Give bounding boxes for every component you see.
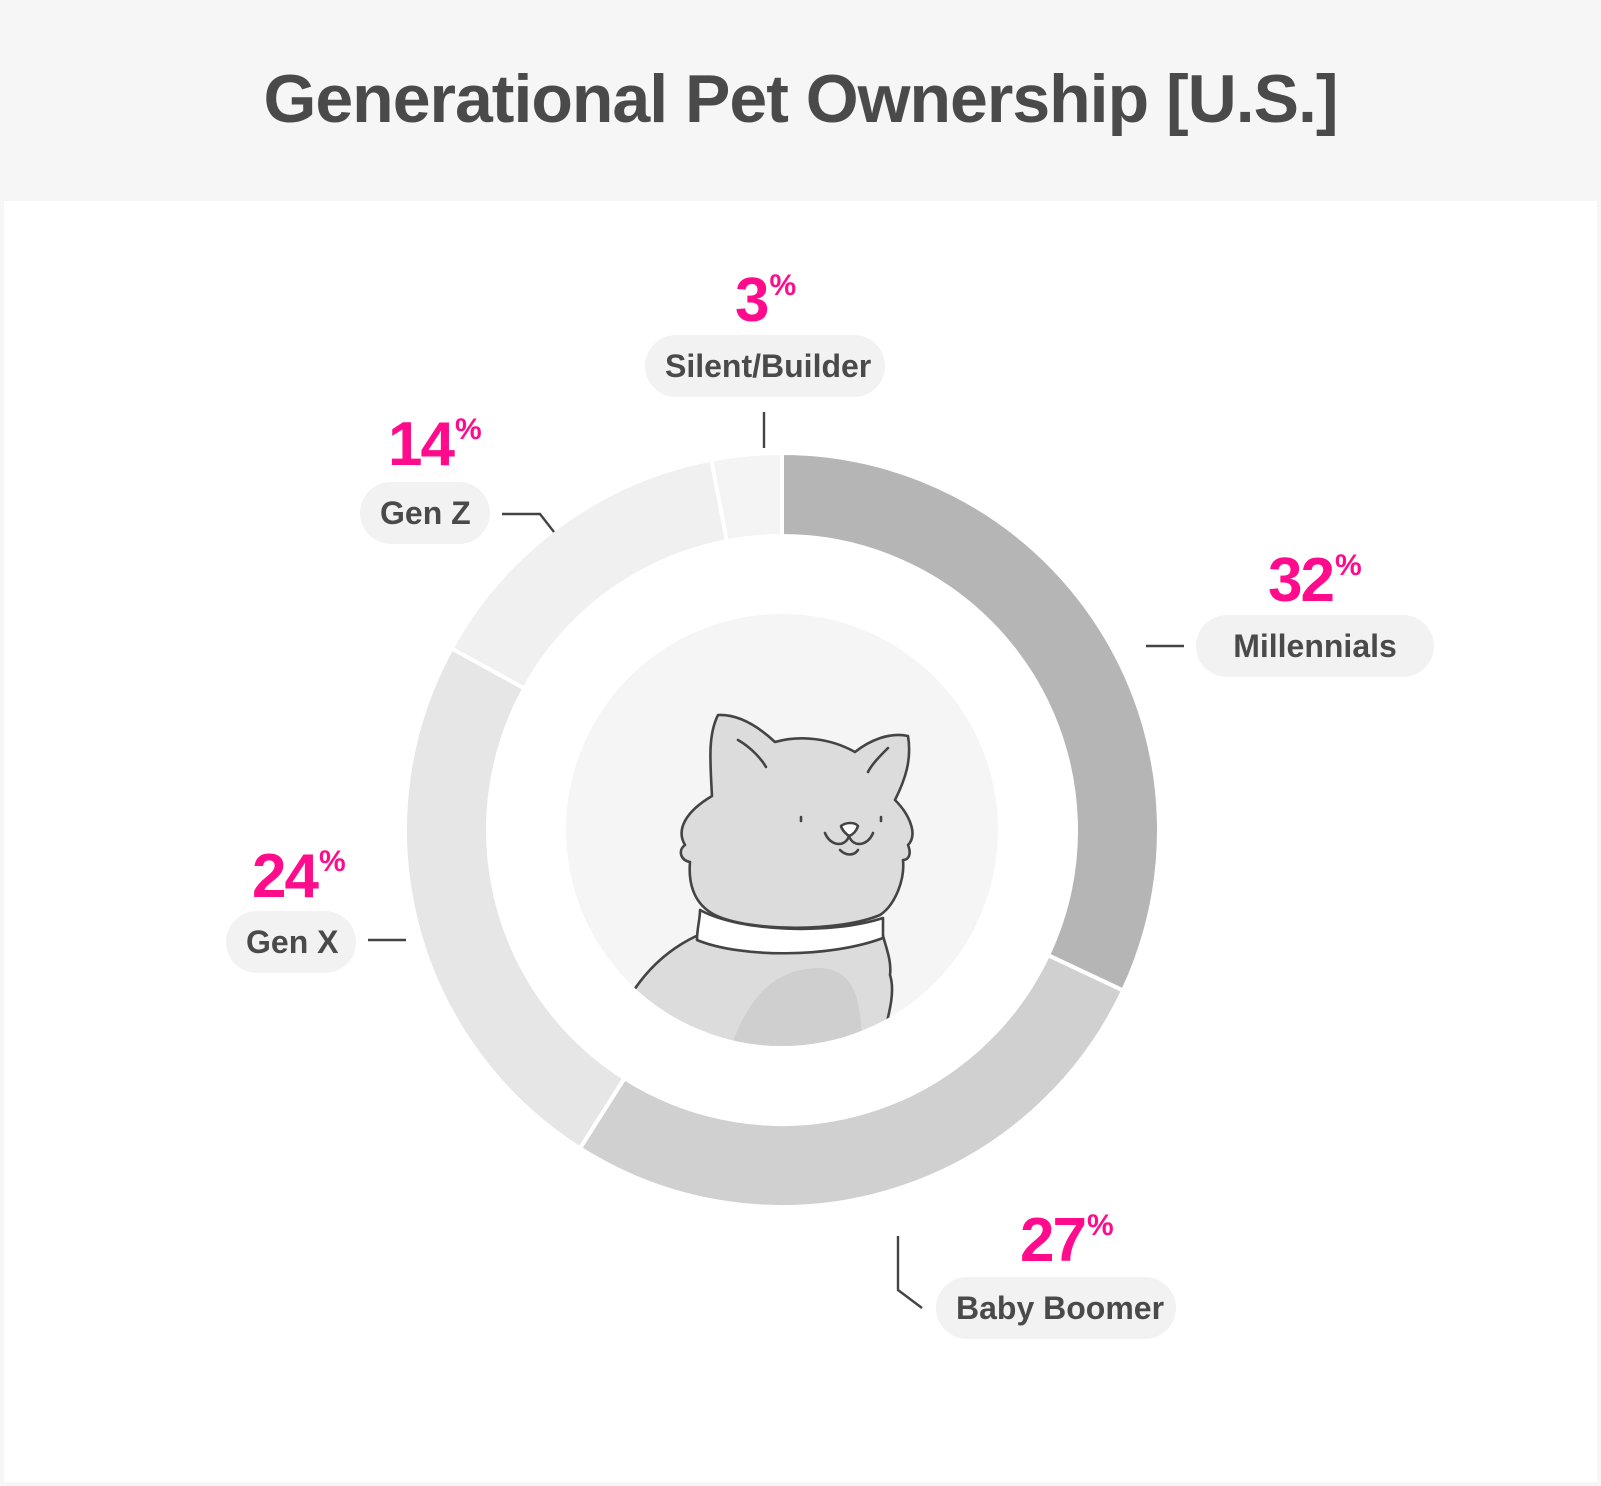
callout-line-genz — [502, 512, 555, 533]
percent-sign: % — [1086, 1209, 1114, 1242]
percent-sign: % — [318, 845, 346, 878]
baby-boomer-percent: 27% — [1020, 1209, 1114, 1283]
percent-sign: % — [454, 413, 482, 446]
percent-sign: % — [1334, 549, 1362, 582]
gen-x-value: 24 — [252, 842, 319, 911]
header: Generational Pet Ownership [U.S.] — [0, 0, 1601, 200]
gen-z-value: 14 — [388, 410, 455, 479]
page-title: Generational Pet Ownership [U.S.] — [263, 61, 1338, 137]
callout-line-boomer — [896, 1236, 923, 1309]
baby-boomer-label: Baby Boomer — [936, 1277, 1176, 1339]
millennials-value: 32 — [1268, 546, 1335, 615]
gen-z-label: Gen Z — [360, 482, 490, 544]
silent-builder-label: Silent/Builder — [645, 335, 885, 397]
baby-boomer-value: 27 — [1020, 1206, 1087, 1275]
gen-z-percent: 14% — [388, 413, 482, 487]
millennials-percent: 32% — [1268, 549, 1362, 623]
segment-silent-builder — [709, 450, 784, 544]
silent-builder-percent: 3% — [735, 269, 797, 343]
segment-baby-boomer — [577, 952, 1126, 1209]
donut-segments — [403, 450, 1161, 1209]
gen-x-label: Gen X — [226, 911, 356, 973]
callout-lines — [368, 412, 1184, 1309]
gen-x-percent: 24% — [252, 845, 346, 919]
segment-millennials — [780, 450, 1161, 994]
silent-builder-value: 3 — [735, 266, 770, 335]
percent-sign: % — [769, 269, 797, 302]
millennials-label: Millennials — [1196, 615, 1434, 677]
